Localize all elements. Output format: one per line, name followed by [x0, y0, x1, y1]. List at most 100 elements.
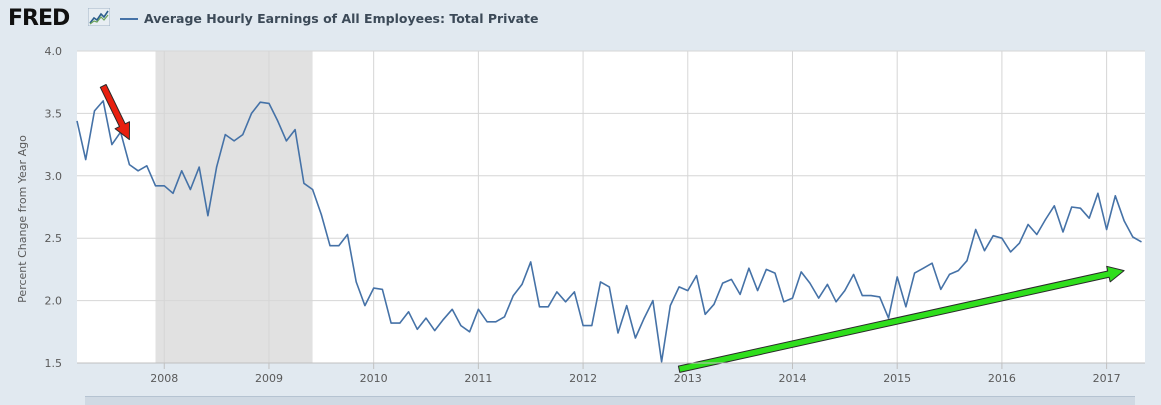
data-point[interactable] [1079, 207, 1082, 210]
data-point[interactable] [529, 260, 532, 263]
data-point[interactable] [773, 272, 776, 275]
data-point[interactable] [311, 188, 314, 191]
data-point[interactable] [442, 318, 445, 321]
data-point[interactable] [459, 324, 462, 327]
data-point[interactable] [424, 316, 427, 319]
data-point[interactable] [835, 300, 838, 303]
data-point[interactable] [939, 288, 942, 291]
fred-logo[interactable]: FRED [8, 6, 70, 31]
data-point[interactable] [791, 297, 794, 300]
data-point[interactable] [285, 139, 288, 142]
data-point[interactable] [390, 321, 393, 324]
data-point[interactable] [721, 282, 724, 285]
data-point[interactable] [1131, 235, 1134, 238]
data-point[interactable] [1114, 194, 1117, 197]
data-point[interactable] [861, 294, 864, 297]
data-point[interactable] [232, 139, 235, 142]
data-point[interactable] [538, 305, 541, 308]
data-point[interactable] [1088, 217, 1091, 220]
data-point[interactable] [346, 233, 349, 236]
data-point[interactable] [84, 158, 87, 161]
data-point[interactable] [739, 293, 742, 296]
data-point[interactable] [1009, 250, 1012, 253]
data-point[interactable] [608, 285, 611, 288]
chart-legend[interactable]: Average Hourly Earnings of All Employees… [120, 11, 539, 26]
series-line[interactable] [76, 100, 1142, 363]
data-point[interactable] [512, 294, 515, 297]
data-point[interactable] [573, 290, 576, 293]
data-point[interactable] [198, 165, 201, 168]
data-point[interactable] [451, 308, 454, 311]
data-point[interactable] [878, 295, 881, 298]
data-point[interactable] [625, 304, 628, 307]
data-point[interactable] [695, 274, 698, 277]
data-point[interactable] [590, 324, 593, 327]
data-point[interactable] [302, 182, 305, 185]
data-point[interactable] [163, 184, 166, 187]
data-point[interactable] [276, 119, 279, 122]
data-point[interactable] [180, 169, 183, 172]
data-point[interactable] [992, 234, 995, 237]
data-point[interactable] [75, 119, 78, 122]
data-point[interactable] [372, 287, 375, 290]
data-point[interactable] [1000, 237, 1003, 240]
data-point[interactable] [581, 324, 584, 327]
data-point[interactable] [564, 300, 567, 303]
data-point[interactable] [1044, 218, 1047, 221]
data-point[interactable] [957, 269, 960, 272]
data-point[interactable] [328, 244, 331, 247]
data-point[interactable] [712, 303, 715, 306]
data-point[interactable] [555, 290, 558, 293]
data-point[interactable] [1105, 228, 1108, 231]
data-point[interactable] [817, 297, 820, 300]
data-point[interactable] [922, 267, 925, 270]
data-point[interactable] [102, 99, 105, 102]
data-point[interactable] [433, 329, 436, 332]
data-point[interactable] [416, 328, 419, 331]
data-point[interactable] [241, 133, 244, 136]
data-point[interactable] [930, 262, 933, 265]
data-point[interactable] [224, 133, 227, 136]
data-point[interactable] [686, 289, 689, 292]
data-point[interactable] [171, 192, 174, 195]
data-point[interactable] [808, 282, 811, 285]
data-point[interactable] [730, 278, 733, 281]
data-point[interactable] [983, 249, 986, 252]
range-navigator-scrollbar[interactable] [85, 396, 1135, 405]
data-point[interactable] [948, 273, 951, 276]
data-point[interactable] [259, 101, 262, 104]
data-point[interactable] [800, 270, 803, 273]
data-point[interactable] [599, 280, 602, 283]
data-point[interactable] [215, 165, 218, 168]
data-point[interactable] [1140, 240, 1143, 243]
data-point[interactable] [468, 330, 471, 333]
data-point[interactable] [503, 315, 506, 318]
data-point[interactable] [189, 188, 192, 191]
data-point[interactable] [381, 288, 384, 291]
data-point[interactable] [136, 169, 139, 172]
data-point[interactable] [634, 336, 637, 339]
data-point[interactable] [852, 273, 855, 276]
data-point[interactable] [747, 267, 750, 270]
data-point[interactable] [154, 184, 157, 187]
data-point[interactable] [93, 109, 96, 112]
data-point[interactable] [1096, 192, 1099, 195]
data-point[interactable] [1035, 233, 1038, 236]
data-point[interactable] [904, 305, 907, 308]
data-point[interactable] [669, 304, 672, 307]
data-point[interactable] [520, 283, 523, 286]
data-point[interactable] [616, 331, 619, 334]
data-point[interactable] [110, 143, 113, 146]
data-point[interactable] [494, 320, 497, 323]
data-point[interactable] [547, 305, 550, 308]
data-point[interactable] [1018, 242, 1021, 245]
data-point[interactable] [765, 268, 768, 271]
data-point[interactable] [128, 163, 131, 166]
data-point[interactable] [677, 285, 680, 288]
data-point[interactable] [407, 310, 410, 313]
data-point[interactable] [913, 272, 916, 275]
data-point[interactable] [974, 228, 977, 231]
data-point[interactable] [250, 112, 253, 115]
data-point[interactable] [843, 289, 846, 292]
data-point[interactable] [363, 304, 366, 307]
